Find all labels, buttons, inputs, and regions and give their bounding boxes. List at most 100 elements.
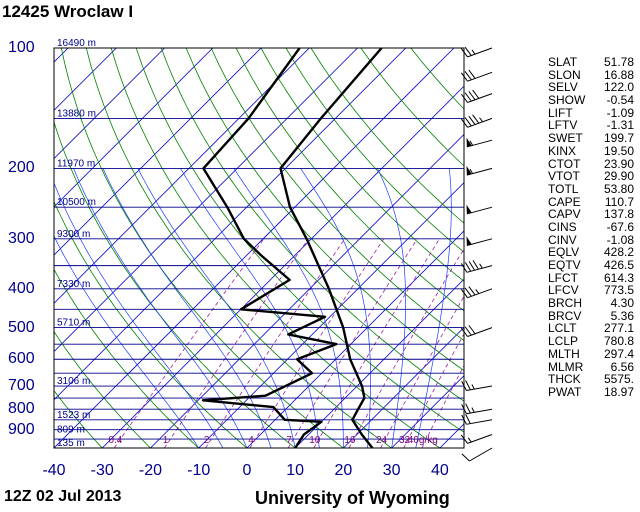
temperature-tick-label: 30: [382, 462, 401, 479]
index-value: 780.8: [603, 334, 634, 349]
index-row: SLAT 51.78: [548, 56, 634, 69]
dry-adiabat: [54, 200, 248, 448]
barb-full: [460, 263, 468, 273]
wind-barb: [466, 236, 493, 247]
barb-full: [472, 114, 480, 124]
mixing-ratio-line: [403, 333, 464, 448]
height-label: 809 m: [57, 424, 85, 435]
index-value: 18.97: [603, 384, 634, 399]
index-value: -67.6: [606, 219, 634, 234]
barb-full: [465, 414, 471, 424]
mixing-ratio-label: 16: [344, 435, 356, 446]
index-key: SLAT: [548, 55, 578, 69]
height-label: 16490 m: [57, 38, 96, 49]
barb-half: [471, 407, 475, 413]
isotherm: [54, 48, 358, 353]
index-value: 277.1: [603, 321, 634, 336]
barb-staff: [467, 47, 493, 58]
mixing-ratio-label: 7: [286, 435, 292, 446]
barb-full: [460, 118, 468, 128]
barb-staff: [467, 117, 493, 128]
index-value: 53.80: [603, 181, 634, 196]
index-key: CINV: [548, 232, 577, 247]
isotherm: [54, 48, 262, 256]
index-key: EQTV: [548, 258, 581, 272]
isotherm: [294, 278, 464, 448]
index-key: LFCT: [548, 270, 578, 285]
wind-barb: [461, 414, 493, 425]
barb-full: [468, 286, 476, 296]
index-row: SHOW -0.54: [548, 94, 634, 107]
pressure-tick-label: 900: [8, 420, 35, 438]
barb-half: [479, 263, 483, 269]
index-key: CTOT: [548, 156, 581, 171]
index-row: CAPE 110.7: [548, 194, 634, 209]
barb-staff: [466, 408, 493, 415]
wind-barb: [461, 447, 493, 462]
pressure-tick-label: 600: [8, 350, 35, 368]
pressure-tick-label: 400: [8, 279, 35, 297]
barb-staff: [467, 288, 493, 299]
height-label: 135 m: [57, 438, 85, 449]
index-key: VTOT: [548, 169, 580, 184]
height-label: 5710 m: [57, 318, 90, 329]
index-key: SLON: [548, 67, 581, 82]
index-key: PWAT: [548, 384, 582, 399]
mixing-ratio-line: [380, 295, 464, 448]
mixing-ratio-label: 1: [163, 435, 169, 446]
wind-barb: [460, 46, 493, 58]
barb-pennant: [466, 236, 472, 246]
index-key: CAPE: [548, 194, 581, 209]
wind-barb: [460, 286, 493, 299]
wind-barb: [460, 69, 493, 82]
wind-barb: [461, 380, 493, 392]
mixing-ratio-line: [113, 238, 265, 448]
height-label: 3106 m: [57, 376, 90, 387]
index-row: CAPV 137.8: [548, 208, 634, 221]
barb-full: [464, 262, 472, 272]
temperature-profile: [279, 48, 383, 448]
index-row: TOTL 53.80: [548, 183, 634, 196]
index-value: 137.8: [603, 207, 634, 222]
index-row: SWET 199.7: [548, 132, 634, 145]
mixing-ratio-label: 40g/kg: [408, 435, 438, 446]
temperature-tick-label: -20: [138, 462, 163, 479]
index-value: 4.30: [610, 296, 634, 311]
index-value: -1.09: [606, 105, 634, 120]
index-row: LFCT 614.3: [548, 270, 634, 285]
index-value: 297.4: [603, 346, 634, 361]
barb-full: [464, 117, 472, 127]
barb-full: [460, 289, 468, 298]
temperature-tick-label: -30: [90, 462, 114, 479]
index-value: 6.56: [610, 359, 634, 374]
barb-full: [464, 71, 472, 81]
barb-staff: [466, 419, 493, 425]
index-row: LFTV -1.31: [548, 119, 634, 132]
barb-full: [461, 404, 467, 414]
index-row: KINX 19.50: [548, 145, 634, 158]
barb-full: [464, 326, 472, 336]
dry-adiabat: [135, 48, 464, 433]
index-row: LFCV 773.5: [548, 284, 634, 297]
index-row: BRCV 5.36: [548, 310, 634, 323]
wind-barb: [460, 434, 493, 444]
barb-full: [468, 69, 476, 79]
wind-barb: [461, 403, 493, 415]
isotherm: [101, 85, 464, 448]
index-value: -1.08: [606, 232, 634, 247]
index-value: 199.7: [603, 131, 634, 146]
index-row: VTOT 29.90: [548, 170, 634, 183]
index-key: LIFT: [548, 105, 573, 120]
index-value: 773.5: [603, 283, 634, 298]
height-label: 13880 m: [57, 108, 96, 119]
mixing-ratio-label: 32: [399, 435, 411, 446]
height-label: 1523 m: [57, 410, 90, 421]
wind-barb: [460, 89, 493, 103]
index-key: TOTL: [548, 181, 579, 196]
index-key: MLMR: [548, 359, 584, 374]
isotherm: [54, 48, 407, 401]
barb-staff: [467, 434, 493, 444]
index-row: PWAT 18.97: [548, 386, 634, 399]
index-value: 122.0: [603, 80, 634, 95]
moist-adiabat: [54, 182, 224, 448]
